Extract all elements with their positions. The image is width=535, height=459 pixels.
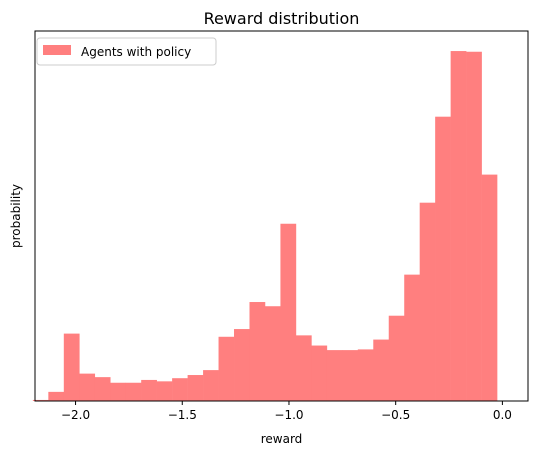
x-tick-label: −0.5 bbox=[381, 408, 410, 422]
histogram-bar bbox=[311, 345, 328, 401]
histogram-bar bbox=[218, 336, 235, 401]
legend-label: Agents with policy bbox=[81, 45, 191, 59]
histogram-bar bbox=[357, 349, 374, 401]
x-tick-label: −1.5 bbox=[168, 408, 197, 422]
histogram-bar bbox=[373, 339, 390, 401]
histogram-bar bbox=[264, 306, 281, 401]
histogram-bar bbox=[450, 51, 467, 402]
histogram-bar bbox=[326, 350, 343, 401]
y-axis-label: probability bbox=[9, 184, 23, 248]
legend-swatch bbox=[43, 45, 71, 55]
histogram-bar bbox=[172, 378, 188, 401]
histogram-bar bbox=[203, 370, 219, 401]
histogram-bar bbox=[32, 399, 49, 401]
histogram-bar bbox=[234, 329, 250, 401]
chart-title: Reward distribution bbox=[204, 9, 360, 28]
histogram-bar bbox=[249, 302, 266, 401]
histogram-bar bbox=[48, 391, 65, 401]
histogram-bar bbox=[404, 274, 420, 401]
histogram-bar bbox=[435, 116, 451, 401]
histogram-bar bbox=[141, 379, 157, 401]
histogram-bar bbox=[419, 202, 436, 401]
legend-box bbox=[36, 37, 217, 66]
histogram-bar bbox=[342, 350, 359, 401]
histogram-bar bbox=[63, 333, 80, 401]
histogram-bar bbox=[79, 373, 96, 401]
histogram-bar bbox=[280, 223, 297, 401]
x-tick-label: −1.0 bbox=[274, 408, 303, 422]
x-tick-label: −2.0 bbox=[61, 408, 90, 422]
histogram-bar bbox=[110, 382, 126, 401]
histogram-bar bbox=[156, 381, 173, 401]
histogram-bars bbox=[32, 51, 498, 402]
plot-frame bbox=[34, 30, 529, 402]
legend: Agents with policy bbox=[36, 37, 217, 66]
x-axis-label: reward bbox=[261, 432, 303, 446]
x-tick-label: 0.0 bbox=[493, 408, 512, 422]
histogram-bar bbox=[187, 375, 204, 401]
histogram-bar bbox=[295, 335, 312, 401]
histogram-bar bbox=[481, 174, 498, 401]
histogram-bar bbox=[94, 377, 111, 401]
histogram-bar bbox=[466, 51, 482, 401]
histogram-bar bbox=[125, 382, 142, 401]
histogram-bar bbox=[388, 315, 405, 401]
x-axis-ticks: −2.0 −1.5 −1.0 −0.5 0.0 bbox=[61, 401, 512, 422]
